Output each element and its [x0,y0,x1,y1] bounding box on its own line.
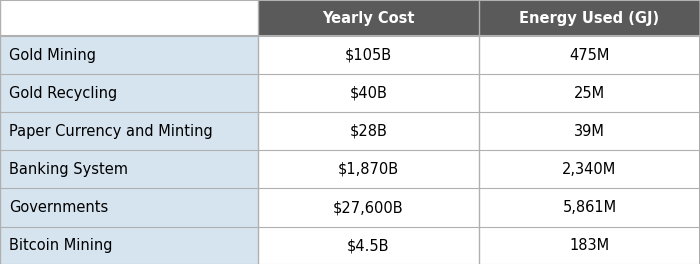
Text: Gold Mining: Gold Mining [9,48,96,63]
Text: Banking System: Banking System [9,162,128,177]
Bar [479,188,700,227]
Text: Governments: Governments [9,200,108,215]
Text: Yearly Cost: Yearly Cost [322,11,414,26]
Bar [258,112,479,150]
Bar [479,227,700,264]
Text: 5,861M: 5,861M [562,200,617,215]
Text: $105B: $105B [344,48,392,63]
Text: 183M: 183M [569,238,610,253]
Bar [0,74,258,112]
Text: 475M: 475M [569,48,610,63]
Text: 2,340M: 2,340M [562,162,617,177]
Text: Bitcoin Mining: Bitcoin Mining [9,238,113,253]
Bar [0,150,258,188]
Text: 39M: 39M [574,124,605,139]
Text: Paper Currency and Minting: Paper Currency and Minting [9,124,213,139]
Bar [479,74,700,112]
Bar [0,227,258,264]
Text: Energy Used (GJ): Energy Used (GJ) [519,11,659,26]
Text: Gold Recycling: Gold Recycling [9,86,118,101]
Bar [258,150,479,188]
Text: $1,870B: $1,870B [337,162,399,177]
Bar [258,0,479,36]
Bar [0,0,258,36]
Bar [0,188,258,227]
Bar [479,0,700,36]
Bar [258,227,479,264]
Bar [258,36,479,74]
Bar [258,74,479,112]
Text: 25M: 25M [574,86,605,101]
Text: $27,600B: $27,600B [333,200,403,215]
Bar [479,112,700,150]
Text: $40B: $40B [349,86,387,101]
Bar [0,112,258,150]
Text: $4.5B: $4.5B [347,238,389,253]
Text: $28B: $28B [349,124,387,139]
Bar [0,36,258,74]
Bar [258,188,479,227]
Bar [479,150,700,188]
Bar [479,36,700,74]
